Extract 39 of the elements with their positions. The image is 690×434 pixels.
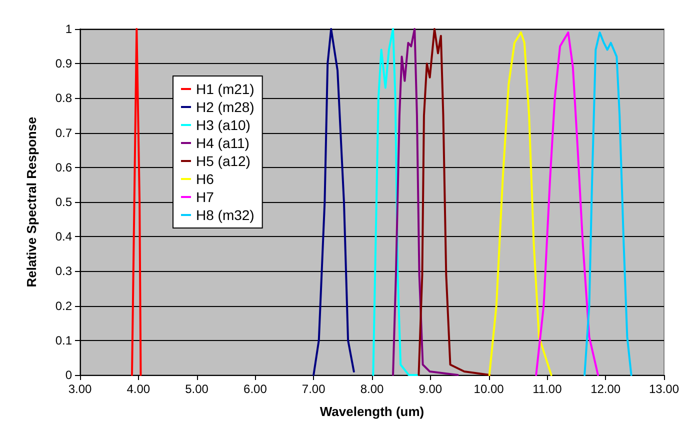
- legend-label: H5 (a12): [196, 153, 250, 169]
- x-tick-label: 4.00: [126, 382, 150, 396]
- y-tick-label: 1: [65, 22, 72, 36]
- y-tick-label: 0: [65, 368, 72, 382]
- line-series: [372, 28, 420, 376]
- x-tick-label: 3.00: [68, 382, 92, 396]
- y-tick-label: 0.7: [55, 126, 72, 140]
- line-series: [535, 31, 599, 376]
- line-series: [392, 28, 459, 376]
- y-tick-label: 0.9: [55, 56, 72, 71]
- x-tick-label: 9.00: [418, 382, 442, 396]
- x-axis-title: Wavelength (um): [320, 404, 424, 419]
- y-tick-label: 0.6: [55, 160, 72, 174]
- x-tick-label: 10.00: [474, 382, 504, 396]
- x-tick-label: 6.00: [244, 382, 268, 396]
- line-series: [418, 28, 491, 376]
- x-tick-label: 5.00: [185, 382, 209, 396]
- legend-label: H3 (a10): [196, 117, 250, 133]
- y-tick-label: 0.5: [55, 195, 72, 209]
- x-tick-label: 12.00: [590, 382, 621, 396]
- y-tick-label: 0.3: [55, 264, 72, 278]
- y-tick-label: 0.2: [55, 298, 72, 313]
- x-tick-label: 13.00: [648, 382, 680, 396]
- legend-label: H1 (m21): [196, 81, 254, 97]
- legend-label: H6: [196, 171, 214, 187]
- y-axis-title: Relative Spectral Response: [24, 116, 39, 288]
- legend-label: H2 (m28): [196, 99, 254, 115]
- y-tick-label: 0.4: [55, 230, 72, 244]
- legend-label: H7: [196, 189, 214, 205]
- line-series: [584, 31, 632, 376]
- line-series: [312, 28, 355, 376]
- y-tick-label: 0.8: [55, 91, 72, 106]
- y-tick-label: 0.1: [55, 333, 72, 348]
- line-series: [488, 31, 552, 376]
- legend-label: H8 (m32): [196, 207, 254, 223]
- x-tick-label: 7.00: [302, 382, 326, 396]
- x-tick-label: 8.00: [360, 382, 384, 396]
- legend-label: H4 (a11): [196, 135, 250, 151]
- x-tick-label: 11.00: [532, 382, 562, 396]
